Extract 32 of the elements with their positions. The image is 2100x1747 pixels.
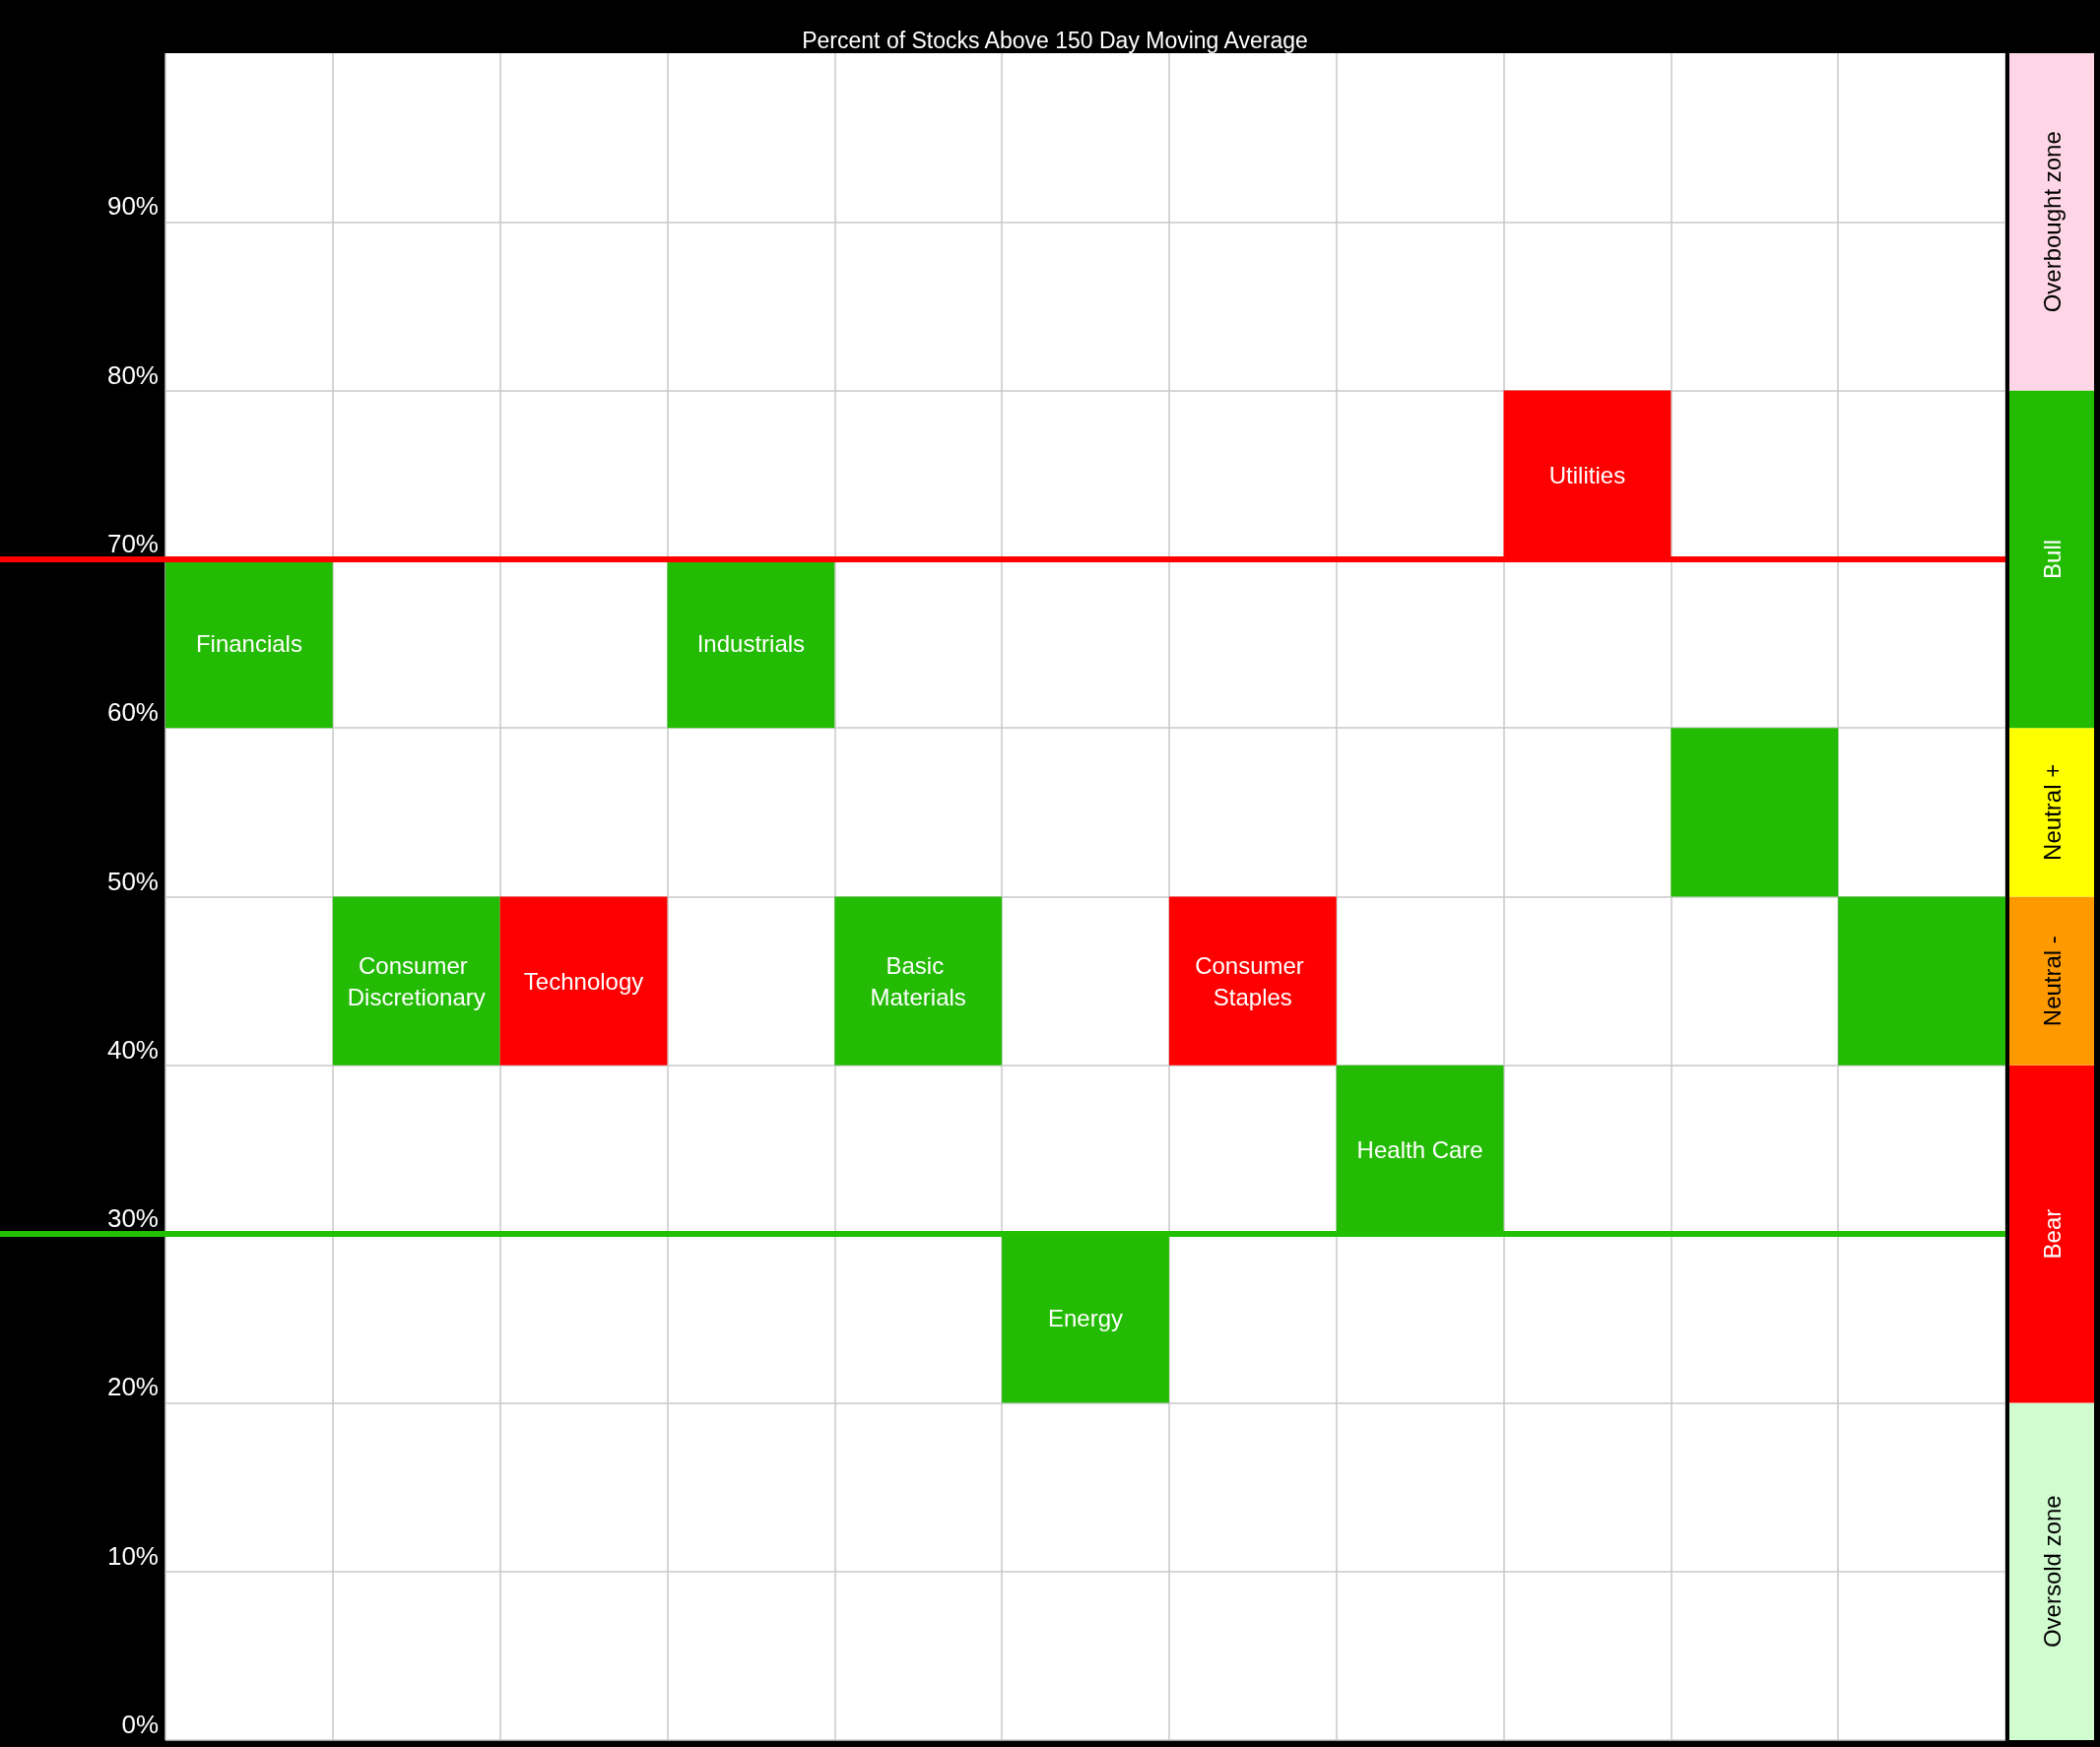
y-tick-label: 0% (121, 1710, 159, 1739)
y-tick-label: 40% (106, 1034, 159, 1065)
category-label: Basic Materials (870, 951, 966, 1010)
category-label: Consumer Discretionary (347, 951, 486, 1010)
chart-title: Percent of Stocks Above 150 Day Moving Average (802, 27, 1308, 53)
y-tick-label: 90% (106, 191, 159, 222)
category-label: Technology (523, 967, 644, 995)
y-tick-label: 70% (106, 528, 159, 558)
y-tick-label: 50% (106, 866, 159, 896)
y-tick-label: 30% (106, 1203, 159, 1234)
series-label: Overbought zone (2038, 131, 2066, 313)
bar (2009, 390, 2094, 729)
y-tick-label: 60% (106, 697, 159, 728)
series-label: Neutral - (2038, 936, 2066, 1027)
category-label: Health Care (1356, 1135, 1483, 1163)
bar (2009, 1402, 2094, 1740)
bar (2009, 53, 2094, 391)
bar (2009, 1065, 2094, 1403)
bar (2009, 728, 2094, 897)
category-label: Industrials (696, 630, 806, 658)
bar (2009, 896, 2094, 1066)
series-label: Bull (2038, 539, 2066, 579)
series-label: Bear (2038, 1208, 2066, 1260)
series-label: Oversold zone (2038, 1495, 2066, 1649)
y-tick-label: 20% (106, 1372, 159, 1402)
category-label: Financials (195, 630, 302, 658)
category-label: Utilities (1548, 461, 1626, 488)
category-label: Consumer Staples (1195, 951, 1304, 1010)
category-label: Energy (1047, 1305, 1124, 1332)
series-label: Neutral + (2038, 763, 2066, 861)
y-tick-label: 80% (106, 359, 159, 390)
y-tick-label: 10% (106, 1540, 159, 1571)
